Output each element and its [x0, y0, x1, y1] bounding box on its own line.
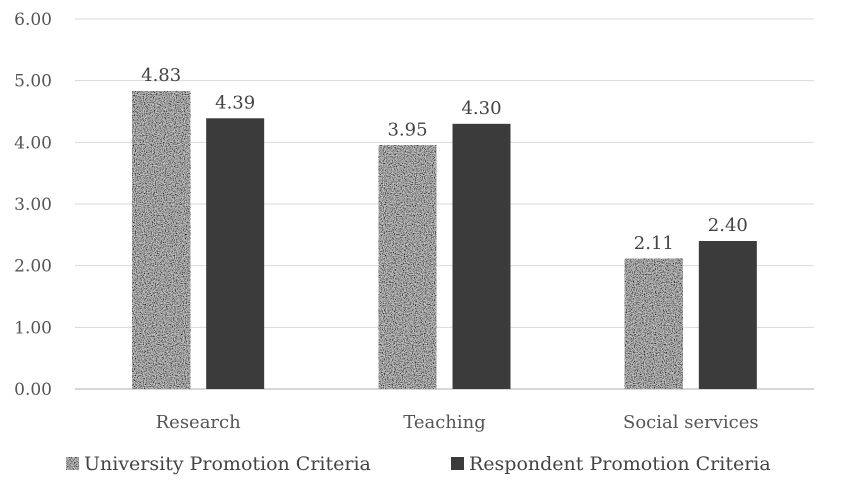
- legend: University Promotion Criteria Respondent …: [66, 453, 771, 475]
- legend-swatch: [451, 457, 464, 470]
- legend-label: Respondent Promotion Criteria: [469, 453, 771, 475]
- y-tick-label: 2.00: [14, 257, 52, 277]
- data-label: 2.40: [708, 215, 748, 236]
- gridlines: [75, 18, 814, 390]
- data-label: 3.95: [387, 119, 427, 140]
- x-axis-categories: Research Teaching Social services: [156, 412, 759, 433]
- data-label: 2.11: [634, 233, 674, 254]
- y-tick-label: 5.00: [14, 72, 52, 92]
- data-label: 4.39: [215, 92, 255, 113]
- x-tick-label: Research: [156, 412, 242, 433]
- legend-label: University Promotion Criteria: [84, 453, 371, 475]
- bar-respondent: [698, 241, 757, 389]
- y-tick-label: 0.00: [14, 380, 52, 400]
- bar-university: [378, 145, 437, 389]
- data-label: 4.83: [141, 65, 181, 86]
- data-label: 4.30: [461, 98, 501, 119]
- x-tick-label: Social services: [623, 412, 759, 433]
- bar-respondent: [206, 118, 265, 390]
- bar-respondent: [452, 123, 511, 389]
- y-tick-label: 4.00: [14, 133, 52, 153]
- bar-university: [624, 258, 683, 389]
- y-tick-label: 3.00: [14, 195, 52, 215]
- bars: [132, 91, 757, 390]
- y-tick-label: 6.00: [14, 10, 52, 30]
- y-tick-label: 1.00: [14, 318, 52, 338]
- x-tick-label: Teaching: [403, 412, 486, 433]
- data-labels: 4.83 4.39 3.95 4.30 2.11 2.40: [141, 65, 748, 254]
- y-axis-ticks: 0.00 1.00 2.00 3.00 4.00 5.00 6.00: [14, 10, 52, 400]
- bar-university: [132, 91, 191, 390]
- legend-swatch: [66, 457, 79, 470]
